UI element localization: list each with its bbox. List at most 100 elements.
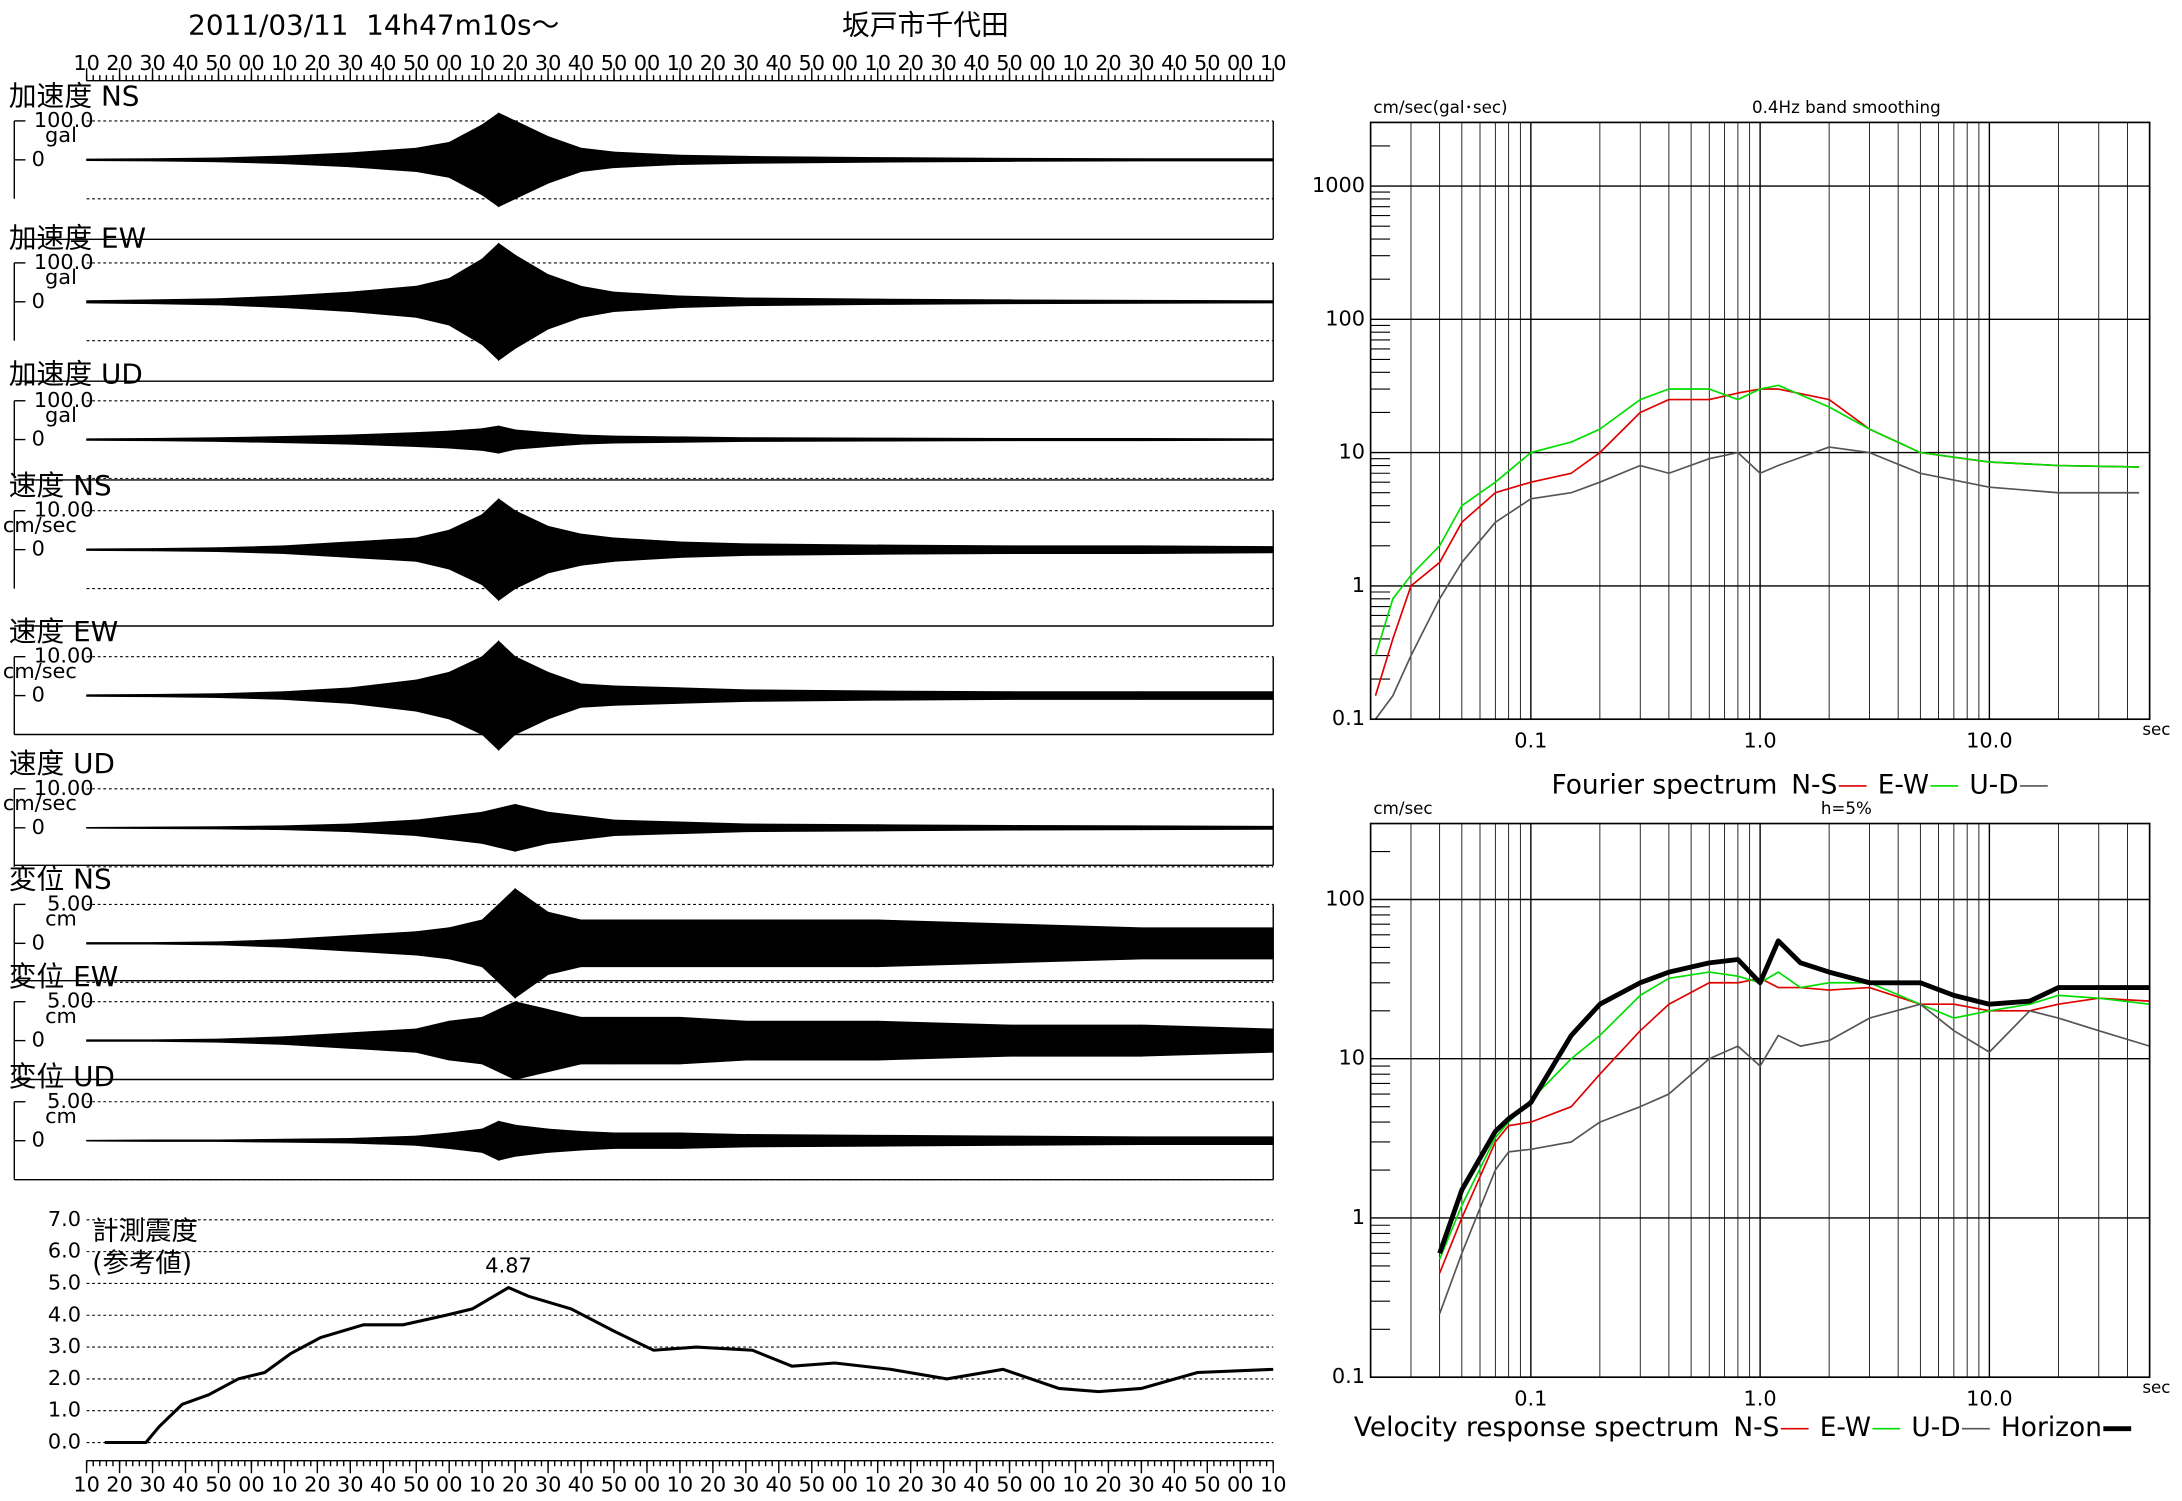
- waveform-envelope: [448, 428, 483, 451]
- time-tick-label: 50: [799, 1473, 826, 1497]
- waveform-envelope: [481, 640, 500, 752]
- time-tick-label: 50: [799, 51, 826, 75]
- time-tick-label: 30: [930, 1473, 957, 1497]
- time-tick-label: 50: [205, 1473, 232, 1497]
- waveform-envelope: [152, 1139, 219, 1142]
- time-tick-label: 30: [535, 1473, 562, 1497]
- y-tick-label: 4.0: [48, 1302, 81, 1326]
- waveform-envelope: [547, 1008, 582, 1073]
- waveform-envelope: [1009, 437, 1142, 442]
- waveform-envelope: [514, 803, 549, 852]
- waveform-envelope: [152, 437, 219, 442]
- waveform-envelope: [349, 285, 417, 318]
- unit-label: gal: [45, 265, 77, 289]
- unit-label: cm: [45, 907, 77, 931]
- x-tick-label: 0.1: [1514, 728, 1547, 752]
- waveform-envelope: [152, 298, 219, 306]
- y-tick-label: 7.0: [48, 1207, 81, 1231]
- time-tick-label: 50: [403, 51, 430, 75]
- waveform-envelope: [86, 826, 153, 830]
- waveform-envelope: [349, 1028, 417, 1053]
- y-tick-label: 3.0: [48, 1334, 81, 1358]
- time-tick-label: 50: [403, 1473, 430, 1497]
- y-tick-label: 0: [32, 1028, 45, 1052]
- waveform-envelope: [415, 430, 450, 449]
- waveform-envelope: [679, 1016, 747, 1065]
- time-tick-label: 10: [271, 1473, 298, 1497]
- time-tick-label: 20: [106, 51, 133, 75]
- y-unit-label: cm/sec: [1373, 799, 1432, 818]
- waveform-envelope: [679, 821, 747, 835]
- y-tick-label: 2.0: [48, 1366, 81, 1390]
- waveform-envelope: [218, 436, 285, 444]
- time-tick-label: 20: [304, 1473, 331, 1497]
- plot-frame: [1369, 822, 2151, 1379]
- y-tick-label: 5.00: [47, 891, 93, 915]
- time-tick-label: 30: [1128, 51, 1155, 75]
- time-tick-label: 30: [535, 51, 562, 75]
- waveform-envelope: [1140, 825, 1274, 831]
- waveform-envelope: [547, 432, 582, 448]
- waveform-envelope: [877, 544, 1010, 555]
- waveform-envelope: [152, 693, 219, 698]
- x-unit-label: sec: [2142, 1378, 2170, 1397]
- waveform-envelope: [498, 425, 516, 454]
- time-tick-label: 20: [700, 1473, 727, 1497]
- x-tick-label: 10.0: [1966, 1386, 2012, 1410]
- time-tick-label: 40: [370, 1473, 397, 1497]
- time-tick-label: 50: [205, 51, 232, 75]
- time-tick-label: 30: [930, 51, 957, 75]
- waveform-envelope: [415, 1132, 450, 1149]
- waveform-envelope: [1009, 157, 1142, 162]
- y-tick-label: 0.1: [1332, 706, 1365, 730]
- legend-label: Horizon: [2001, 1412, 2102, 1443]
- waveform-envelope: [415, 671, 450, 720]
- waveform-envelope: [1140, 927, 1274, 960]
- waveform-envelope: [86, 437, 153, 442]
- unit-label: cm: [45, 1004, 77, 1028]
- trace-title: 変位 UD: [9, 1060, 115, 1093]
- waveform-envelope: [580, 815, 615, 840]
- waveform-envelope: [86, 942, 153, 945]
- time-tick-label: 40: [1161, 1473, 1188, 1497]
- time-tick-label: 00: [1029, 1473, 1056, 1497]
- waveform-envelope: [679, 541, 747, 558]
- record-date: 2011/03/11 14h47m10s〜: [188, 8, 559, 41]
- time-tick-label: 30: [733, 1473, 760, 1497]
- trace-title: 加速度 NS: [9, 79, 140, 112]
- waveform-envelope: [1140, 158, 1274, 162]
- waveform-envelope: [481, 112, 500, 208]
- y-tick-label: 1: [1352, 1205, 1365, 1229]
- waveform-envelope: [283, 1137, 351, 1144]
- waveform-envelope: [283, 291, 351, 312]
- trace-title: 変位 EW: [9, 960, 119, 993]
- time-tick-label: 50: [1194, 51, 1221, 75]
- waveform-envelope: [1009, 1135, 1142, 1146]
- time-tick-label: 10: [1260, 51, 1287, 75]
- waveform-envelope: [86, 158, 153, 162]
- unit-label: cm/sec: [3, 791, 77, 815]
- waveform-envelope: [580, 919, 615, 968]
- waveform-envelope: [152, 547, 219, 553]
- waveform-envelope: [448, 1128, 483, 1153]
- y-unit-label: cm/sec(gal･sec): [1373, 98, 1507, 117]
- waveform-envelope: [745, 689, 879, 702]
- y-tick-label: 0: [32, 289, 45, 313]
- spectrum-line: [1374, 446, 2140, 720]
- waveform-envelope: [1140, 1136, 1274, 1146]
- waveform-envelope: [448, 1016, 483, 1065]
- time-tick-label: 40: [766, 1473, 793, 1497]
- waveform-envelope: [86, 1139, 153, 1142]
- time-tick-label: 10: [469, 51, 496, 75]
- time-tick-label: 40: [766, 51, 793, 75]
- y-tick-label: 5.00: [47, 989, 93, 1013]
- time-tick-label: 40: [172, 51, 199, 75]
- waveform-envelope: [152, 1038, 219, 1043]
- waveform-envelope: [580, 1130, 615, 1151]
- waveform-envelope: [349, 432, 417, 447]
- waveform-envelope: [514, 429, 549, 450]
- y-tick-label: 10.00: [34, 498, 94, 522]
- waveform-envelope: [1009, 825, 1142, 831]
- waveform-envelope: [415, 141, 450, 178]
- waveform-envelope: [745, 823, 879, 833]
